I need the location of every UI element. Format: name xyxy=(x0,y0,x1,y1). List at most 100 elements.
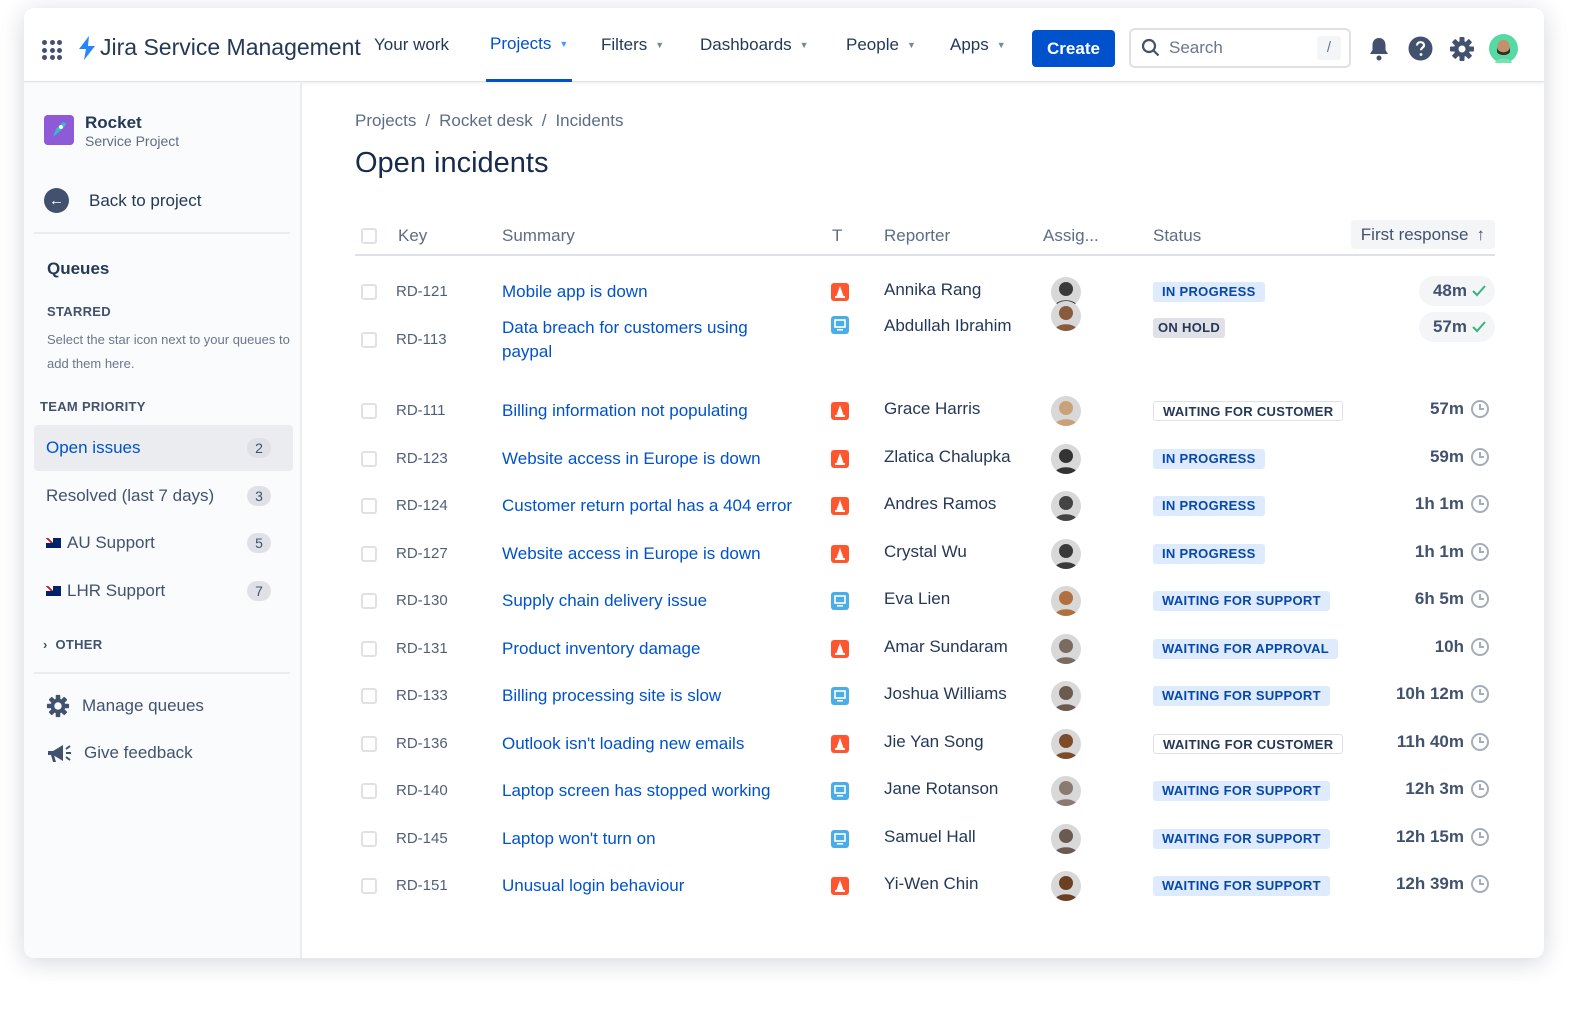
column-summary[interactable]: Summary xyxy=(502,226,575,245)
assignee-avatar[interactable] xyxy=(1051,824,1081,854)
table-row[interactable]: RD-124 Customer return portal has a 404 e… xyxy=(355,491,1495,521)
issue-summary-link[interactable]: Website access in Europe is down xyxy=(502,544,761,563)
issue-key[interactable]: RD-133 xyxy=(396,687,448,704)
status-badge[interactable]: IN PROGRESS xyxy=(1153,496,1265,516)
nav-filters[interactable]: Filters ▼ xyxy=(601,8,664,82)
assignee-avatar[interactable] xyxy=(1051,634,1081,664)
table-row[interactable]: RD-140 Laptop screen has stopped working J… xyxy=(355,776,1495,806)
assignee-avatar[interactable] xyxy=(1051,539,1081,569)
assignee-avatar[interactable] xyxy=(1051,729,1081,759)
breadcrumb-projects[interactable]: Projects xyxy=(355,111,417,130)
row-checkbox[interactable] xyxy=(361,332,377,348)
project-header[interactable]: Rocket Service Project xyxy=(44,113,179,151)
table-row[interactable]: RD-133 Billing processing site is slow Jos… xyxy=(355,681,1495,711)
status-badge[interactable]: IN PROGRESS xyxy=(1153,282,1265,302)
issue-key[interactable]: RD-113 xyxy=(396,331,447,348)
status-badge[interactable]: WAITING FOR CUSTOMER xyxy=(1153,401,1344,421)
status-badge[interactable]: IN PROGRESS xyxy=(1153,449,1265,469)
nav-dashboards[interactable]: Dashboards ▼ xyxy=(700,8,809,82)
table-row[interactable]: RD-113 Data breach for customers using pa… xyxy=(355,301,1495,361)
issue-summary-link[interactable]: Billing information not populating xyxy=(502,401,748,420)
nav-your-work[interactable]: Your work xyxy=(374,8,449,82)
row-checkbox[interactable] xyxy=(361,546,377,562)
status-badge[interactable]: ON HOLD xyxy=(1153,318,1226,338)
table-row[interactable]: RD-151 Unusual login behaviour Yi-Wen Chin… xyxy=(355,871,1495,901)
issue-summary-link[interactable]: Data breach for customers using paypal xyxy=(502,318,748,361)
back-to-project-link[interactable]: ← Back to project xyxy=(44,188,201,213)
row-checkbox[interactable] xyxy=(361,783,377,799)
column-first-response[interactable]: First response ↑ xyxy=(1350,220,1495,249)
column-key[interactable]: Key xyxy=(398,226,428,245)
issue-summary-link[interactable]: Billing processing site is slow xyxy=(502,686,722,705)
table-row[interactable]: RD-136 Outlook isn't loading new emails Ji… xyxy=(355,729,1495,759)
issue-summary-link[interactable]: Mobile app is down xyxy=(502,282,648,301)
status-badge[interactable]: WAITING FOR SUPPORT xyxy=(1153,686,1330,706)
issue-key[interactable]: RD-136 xyxy=(396,735,448,752)
app-switcher-icon[interactable] xyxy=(42,40,62,60)
search-input[interactable]: Search / xyxy=(1129,28,1351,68)
assignee-avatar[interactable] xyxy=(1051,491,1081,521)
table-row[interactable]: RD-145 Laptop won't turn on Samuel Hall WAI… xyxy=(355,824,1495,854)
assignee-avatar[interactable] xyxy=(1051,301,1081,331)
issue-key[interactable]: RD-124 xyxy=(396,497,448,514)
issue-key[interactable]: RD-111 xyxy=(396,402,446,419)
issue-summary-link[interactable]: Unusual login behaviour xyxy=(502,876,685,895)
queue-item[interactable]: LHR Support 7 xyxy=(34,568,293,614)
product-logo[interactable]: Jira Service Management xyxy=(78,34,361,61)
nav-people[interactable]: People ▼ xyxy=(846,8,916,82)
assignee-avatar[interactable] xyxy=(1051,776,1081,806)
row-checkbox[interactable] xyxy=(361,593,377,609)
table-row[interactable]: RD-127 Website access in Europe is down Cr… xyxy=(355,539,1495,569)
issue-key[interactable]: RD-127 xyxy=(396,545,448,562)
breadcrumb-rocket-desk[interactable]: Rocket desk xyxy=(439,111,533,130)
assignee-avatar[interactable] xyxy=(1051,681,1081,711)
issue-key[interactable]: RD-121 xyxy=(396,283,448,300)
issue-key[interactable]: RD-145 xyxy=(396,830,448,847)
row-checkbox[interactable] xyxy=(361,831,377,847)
status-badge[interactable]: WAITING FOR SUPPORT xyxy=(1153,829,1330,849)
issue-summary-link[interactable]: Laptop screen has stopped working xyxy=(502,781,771,800)
issue-summary-link[interactable]: Product inventory damage xyxy=(502,639,701,658)
column-status[interactable]: Status xyxy=(1153,226,1202,245)
table-row[interactable]: RD-131 Product inventory damage Amar Sunda… xyxy=(355,634,1495,664)
status-badge[interactable]: WAITING FOR SUPPORT xyxy=(1153,876,1330,896)
settings-gear-icon[interactable] xyxy=(1449,36,1475,62)
status-badge[interactable]: WAITING FOR APPROVAL xyxy=(1153,639,1339,659)
give-feedback-link[interactable]: Give feedback xyxy=(46,741,193,765)
user-avatar[interactable] xyxy=(1489,34,1518,63)
other-section-toggle[interactable]: › OTHER xyxy=(43,637,103,652)
column-type[interactable]: T xyxy=(832,226,843,245)
issue-key[interactable]: RD-140 xyxy=(396,782,448,799)
nav-apps[interactable]: Apps ▼ xyxy=(950,8,1006,82)
queue-item[interactable]: Resolved (last 7 days) 3 xyxy=(34,473,293,519)
manage-queues-link[interactable]: Manage queues xyxy=(46,694,204,718)
table-row[interactable]: RD-111 Billing information not populating… xyxy=(355,396,1495,426)
assignee-avatar[interactable] xyxy=(1051,396,1081,426)
row-checkbox[interactable] xyxy=(361,451,377,467)
row-checkbox[interactable] xyxy=(361,403,377,419)
issue-summary-link[interactable]: Website access in Europe is down xyxy=(502,449,761,468)
issue-key[interactable]: RD-123 xyxy=(396,450,448,467)
row-checkbox[interactable] xyxy=(361,688,377,704)
table-row[interactable]: RD-123 Website access in Europe is down Zl… xyxy=(355,444,1495,474)
issue-summary-link[interactable]: Laptop won't turn on xyxy=(502,829,656,848)
assignee-avatar[interactable] xyxy=(1051,871,1081,901)
issue-summary-link[interactable]: Outlook isn't loading new emails xyxy=(502,734,745,753)
status-badge[interactable]: IN PROGRESS xyxy=(1153,544,1265,564)
assignee-avatar[interactable] xyxy=(1051,586,1081,616)
status-badge[interactable]: WAITING FOR SUPPORT xyxy=(1153,591,1330,611)
queue-item[interactable]: AU Support 5 xyxy=(34,520,293,566)
row-checkbox[interactable] xyxy=(361,641,377,657)
table-row[interactable]: RD-130 Supply chain delivery issue Eva Lie… xyxy=(355,586,1495,616)
select-all-checkbox[interactable] xyxy=(361,228,377,244)
column-reporter[interactable]: Reporter xyxy=(884,226,951,245)
column-assignee[interactable]: Assig... xyxy=(1043,226,1099,245)
row-checkbox[interactable] xyxy=(361,878,377,894)
nav-projects[interactable]: Projects ▼ xyxy=(486,8,573,82)
help-icon[interactable] xyxy=(1408,36,1433,61)
row-checkbox[interactable] xyxy=(361,284,377,300)
issue-key[interactable]: RD-130 xyxy=(396,592,448,609)
issue-summary-link[interactable]: Customer return portal has a 404 error xyxy=(502,496,793,515)
issue-summary-link[interactable]: Supply chain delivery issue xyxy=(502,591,708,610)
status-badge[interactable]: WAITING FOR SUPPORT xyxy=(1153,781,1330,801)
